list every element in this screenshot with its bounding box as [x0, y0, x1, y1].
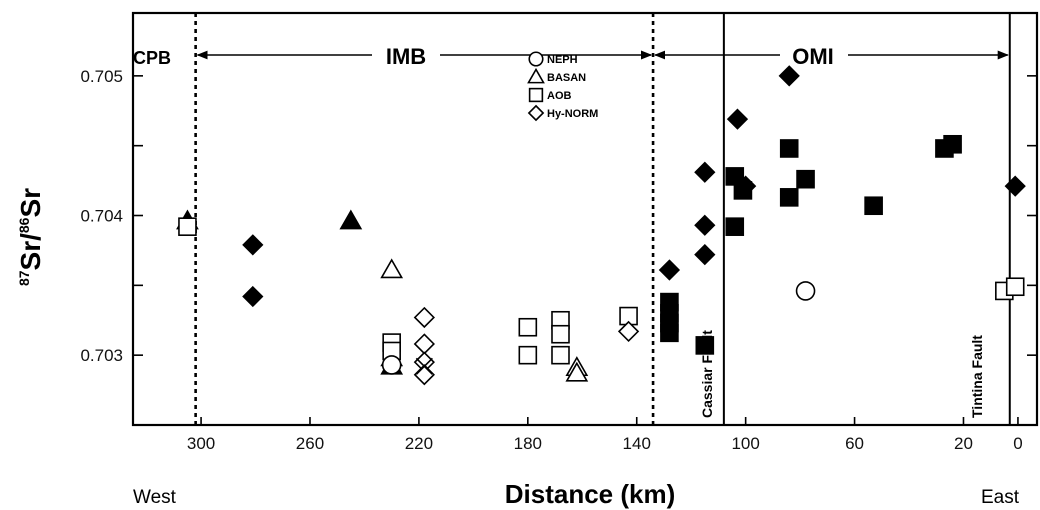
point-diamond-filled-4-9 [1004, 175, 1026, 197]
point-triangle-open-1-2 [565, 361, 589, 382]
region-boundaries [194, 13, 1011, 425]
point-square-filled-3-8 [779, 188, 799, 207]
east-label: East [981, 487, 1020, 508]
west-label: West [133, 487, 177, 508]
point-diamond-filled-4-3 [694, 161, 716, 183]
point-square-filled-3-6 [725, 217, 745, 236]
y-axis-title-superscript-87: 87 [16, 270, 32, 286]
point-square-open-2-0 [178, 217, 197, 236]
legend-marker-diamond [527, 104, 545, 122]
legend-label-hynorm: Hy-NORM [547, 108, 598, 120]
point-diamond-open-5-0 [413, 306, 435, 329]
x-tick-label-60: 60 [845, 434, 864, 453]
point-cross-open-7-0 [415, 357, 433, 375]
legend-label-aob: AOB [547, 90, 572, 102]
point-square-filled-3-12 [943, 134, 962, 154]
point-square-filled-3-3 [660, 323, 679, 343]
region-label-imb: IMB [386, 44, 426, 69]
point-diamond-filled-4-5 [694, 243, 716, 266]
fault-label-cassiar: Cassiar Fault [699, 330, 715, 418]
point-diamond-filled-4-7 [735, 175, 757, 197]
point-diamond-filled-4-0 [242, 234, 264, 256]
x-tick-label-140: 140 [623, 434, 651, 453]
x-tick-label-260: 260 [296, 434, 324, 453]
y-tick-label-0.704: 0.704 [80, 207, 123, 226]
fault-label-tintina: Tintina Fault [969, 335, 985, 418]
point-square-open-2-6 [551, 324, 570, 344]
legend-label-neph: NEPH [547, 54, 578, 66]
plot-frame [131, 11, 1039, 427]
x-tick-label-300: 300 [187, 434, 215, 453]
y-axis-title-sr-b: Sr [15, 188, 46, 218]
point-square-open-2-7 [551, 345, 570, 365]
point-square-open-2-4 [518, 345, 538, 365]
legend: NEPH BASAN AOB Hy-NORM [527, 51, 598, 122]
x-tick-label-20: 20 [954, 434, 973, 453]
point-diamond-filled-4-4 [694, 214, 716, 236]
x-tick-label-100: 100 [731, 434, 759, 453]
point-square-filled-3-7 [779, 139, 799, 158]
x-axis-title: Distance (km) [505, 479, 676, 509]
tick-labels: 300 260 220 180 140 100 60 20 0 0.703 0.704 0.705 [80, 67, 1022, 453]
point-diamond-open-5-3 [413, 364, 435, 386]
point-circle-open-6-1 [795, 281, 816, 301]
point-triangle-open-1-0 [380, 258, 404, 279]
region-label-omi: OMI [792, 44, 834, 69]
point-square-filled-3-9 [796, 169, 815, 189]
point-circle-open-6-0 [381, 355, 402, 375]
point-triangle-filled-0-1 [339, 209, 363, 230]
legend-marker-triangle [527, 67, 545, 84]
y-tick-label-0.705: 0.705 [80, 67, 123, 86]
point-square-open-2-3 [518, 317, 538, 337]
x-tick-label-180: 180 [514, 434, 542, 453]
point-square-open-2-10 [1005, 277, 1025, 297]
data-points [176, 65, 1026, 386]
point-diamond-filled-4-8 [778, 65, 800, 87]
y-tick-label-0.703: 0.703 [80, 346, 123, 365]
point-diamond-open-5-1 [413, 333, 435, 355]
y-axis-title-superscript-86: 86 [16, 217, 32, 233]
x-tick-label-220: 220 [405, 434, 433, 453]
y-axis-title: 87Sr/86Sr [15, 188, 46, 286]
legend-markers [527, 51, 545, 122]
point-diamond-filled-4-1 [242, 285, 264, 308]
y-axis-title-sr-a: Sr/ [15, 233, 46, 271]
point-diamond-filled-4-6 [726, 108, 749, 130]
region-label-cpb: CPB [133, 48, 171, 68]
legend-label-basan: BASAN [547, 72, 586, 84]
point-square-filled-3-10 [864, 196, 883, 216]
point-square-filled-3-4 [695, 336, 715, 355]
point-diamond-filled-4-2 [658, 259, 681, 281]
legend-marker-square [528, 87, 544, 103]
x-tick-label-0: 0 [1013, 434, 1022, 453]
legend-marker-circle [528, 51, 544, 67]
point-diamond-open-5-4 [617, 320, 640, 343]
